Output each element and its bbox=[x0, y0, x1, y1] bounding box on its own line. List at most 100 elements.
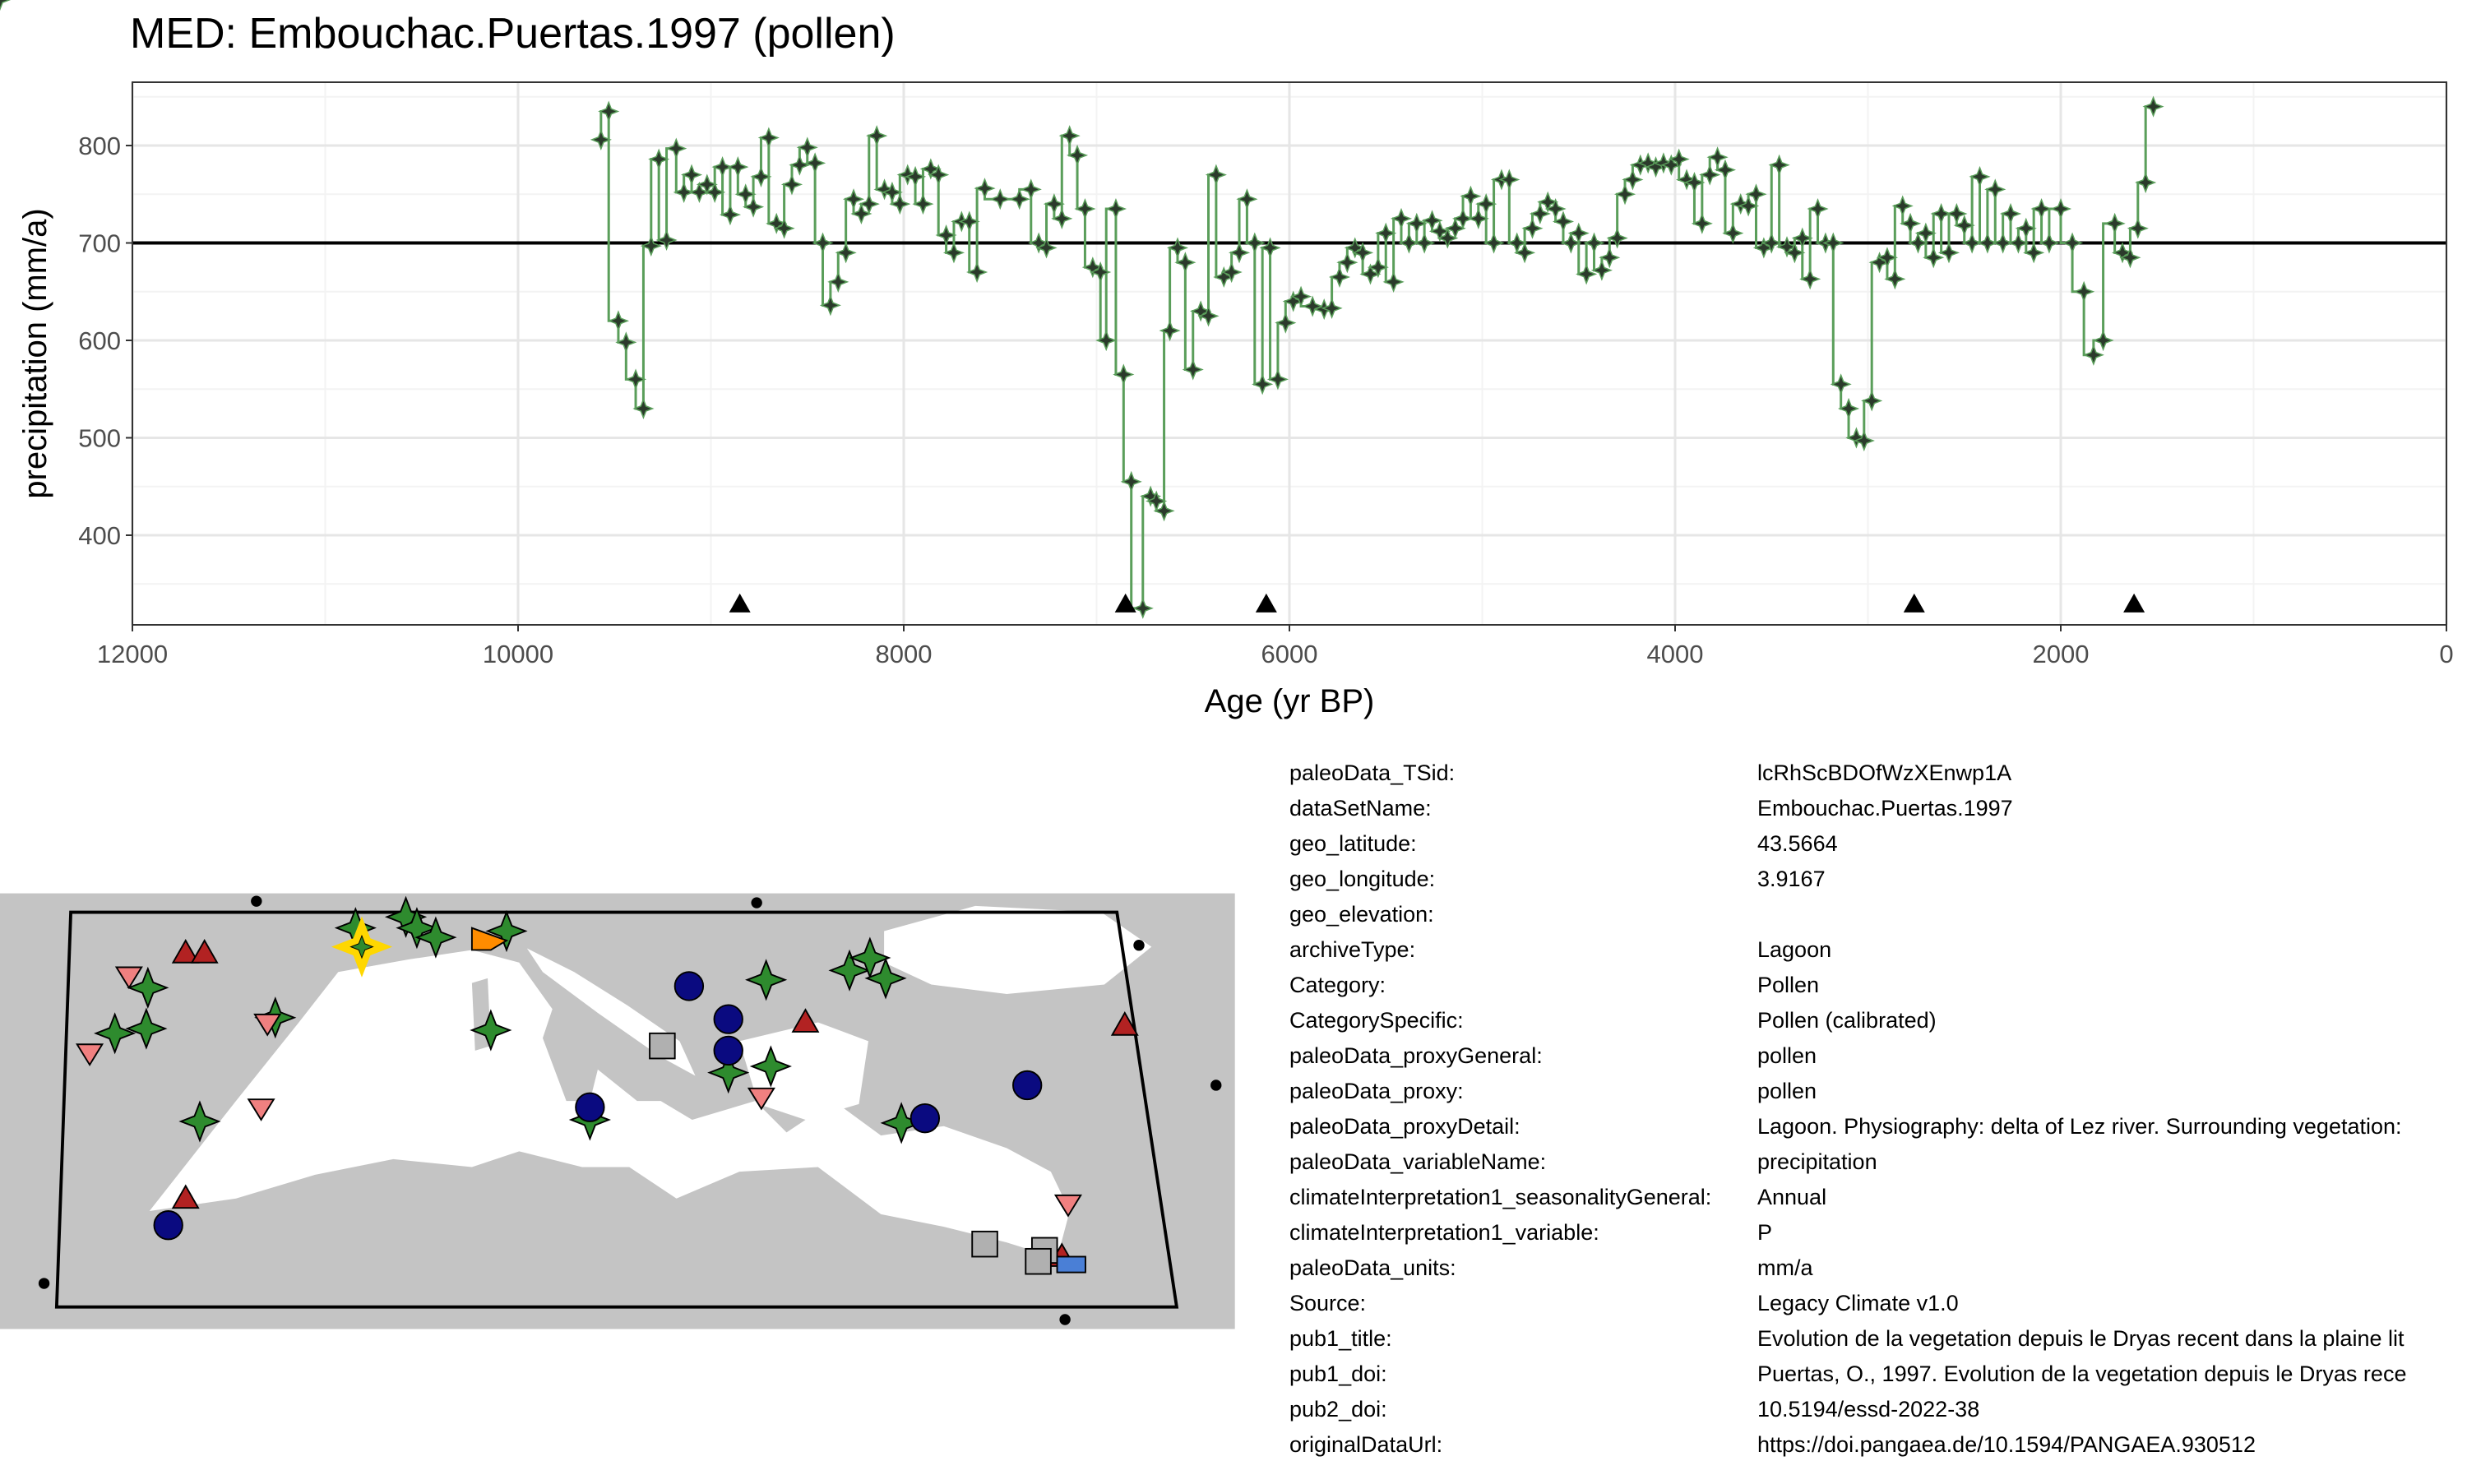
metadata-value: P bbox=[1757, 1220, 1772, 1245]
data-point bbox=[1537, 191, 1559, 213]
site-marker bbox=[396, 907, 438, 950]
data-point bbox=[1228, 242, 1251, 264]
data-point bbox=[2062, 232, 2084, 254]
metadata-value: Legacy Climate v1.0 bbox=[1757, 1291, 1959, 1315]
metadata-key: pub1_doi: bbox=[1289, 1361, 1387, 1386]
site-marker bbox=[575, 1092, 605, 1122]
metadata-value: https://doi.pangaea.de/10.1594/PANGAEA.9… bbox=[1757, 1432, 2256, 1457]
metadata-key: paleoData_TSid: bbox=[1289, 760, 1455, 785]
data-point bbox=[1236, 188, 1258, 210]
data-point bbox=[1132, 597, 1154, 619]
metadata-value: pollen bbox=[1757, 1079, 1817, 1103]
map-dot bbox=[251, 895, 262, 907]
data-point bbox=[665, 137, 687, 159]
data-point bbox=[1784, 242, 1806, 264]
data-point bbox=[1676, 169, 1698, 191]
data-point bbox=[743, 196, 765, 218]
map-dot bbox=[1210, 1079, 1222, 1091]
data-point bbox=[1398, 232, 1420, 254]
island bbox=[471, 978, 598, 1102]
chronology-marker bbox=[1255, 593, 1277, 613]
x-tick-label: 0 bbox=[2439, 640, 2453, 668]
data-point bbox=[1884, 268, 1906, 290]
data-point bbox=[711, 156, 734, 178]
site-marker bbox=[971, 1230, 998, 1258]
data-point bbox=[1095, 329, 1118, 352]
metadata-key: geo_latitude: bbox=[1289, 831, 1417, 856]
site-marker bbox=[910, 1103, 941, 1134]
data-point bbox=[1328, 266, 1351, 289]
data-point bbox=[842, 188, 865, 210]
data-point bbox=[696, 173, 718, 196]
data-point bbox=[1008, 188, 1030, 210]
site-marker bbox=[114, 966, 143, 990]
sea bbox=[149, 950, 1070, 1259]
data-point bbox=[2135, 171, 2157, 194]
chart-title: MED: Embouchac.Puertas.1997 (pollen) bbox=[130, 10, 896, 58]
x-tick-label: 6000 bbox=[1261, 640, 1318, 668]
data-point bbox=[624, 368, 647, 391]
data-point bbox=[1999, 202, 2022, 225]
data-point bbox=[858, 193, 880, 215]
metadata-key: paleoData_proxyDetail: bbox=[1289, 1114, 1520, 1139]
chronology-marker bbox=[1114, 593, 1136, 613]
data-point bbox=[1483, 232, 1505, 254]
data-point bbox=[1020, 178, 1042, 201]
panel-border bbox=[132, 81, 2447, 626]
data-point bbox=[2030, 197, 2053, 220]
metadata-key: geo_longitude: bbox=[1289, 867, 1435, 891]
site-marker bbox=[747, 1087, 775, 1111]
data-point bbox=[1683, 171, 1706, 194]
chronology-marker bbox=[729, 593, 751, 613]
metadata-value: 3.9167 bbox=[1757, 867, 1826, 891]
metadata-value: Pollen (calibrated) bbox=[1757, 1008, 1937, 1033]
data-point bbox=[1081, 257, 1104, 279]
metadata-key: Category: bbox=[1289, 973, 1386, 997]
x-tick-label: 12000 bbox=[97, 640, 168, 668]
data-point bbox=[905, 165, 927, 188]
data-point bbox=[1166, 237, 1189, 259]
data-point bbox=[1529, 202, 1551, 225]
data-point bbox=[958, 210, 980, 233]
data-point bbox=[1113, 363, 1135, 386]
data-point bbox=[1652, 152, 1674, 174]
data-point bbox=[1197, 305, 1220, 327]
data-point bbox=[1576, 263, 1598, 285]
site-marker bbox=[673, 971, 705, 1001]
metadata-key: paleoData_variableName: bbox=[1289, 1149, 1546, 1174]
site-marker bbox=[828, 949, 871, 992]
data-point bbox=[2015, 217, 2037, 239]
data-point bbox=[1729, 193, 1752, 215]
data-point bbox=[889, 193, 911, 215]
data-point bbox=[704, 181, 726, 203]
metadata-key: CategorySpecific: bbox=[1289, 1008, 1464, 1033]
site-marker bbox=[1053, 1194, 1082, 1218]
data-point bbox=[2104, 212, 2126, 234]
plot-area: 12000 10000 8000 6000 4000 2000 0 400 500 600 700 8… bbox=[0, 0, 2454, 668]
data-point bbox=[1745, 183, 1767, 206]
data-point bbox=[1451, 207, 1474, 229]
metadata-value: pollen bbox=[1757, 1043, 1817, 1068]
map-dot bbox=[1059, 1314, 1071, 1325]
data-point bbox=[1768, 154, 1790, 176]
data-point bbox=[719, 204, 742, 226]
y-tick-label: 700 bbox=[78, 229, 121, 258]
data-point bbox=[1390, 207, 1413, 229]
data-point bbox=[773, 217, 795, 239]
data-point bbox=[1637, 152, 1659, 174]
metadata-key: climateInterpretation1_variable: bbox=[1289, 1220, 1599, 1245]
map-dot bbox=[751, 897, 762, 908]
data-point bbox=[1567, 222, 1590, 244]
metadata-value: 10.5194/essd-2022-38 bbox=[1757, 1397, 1979, 1422]
data-point bbox=[2119, 247, 2141, 269]
data-point bbox=[1174, 252, 1196, 274]
data-point bbox=[1900, 212, 1922, 234]
metadata-key: paleoData_proxyGeneral: bbox=[1289, 1043, 1543, 1068]
chronology-marker bbox=[1903, 593, 1925, 613]
data-point bbox=[1722, 222, 1744, 244]
data-point bbox=[1660, 154, 1682, 176]
data-point bbox=[1066, 144, 1089, 166]
data-point bbox=[919, 158, 942, 180]
data-point bbox=[1752, 237, 1775, 259]
site-marker bbox=[1012, 1070, 1043, 1101]
